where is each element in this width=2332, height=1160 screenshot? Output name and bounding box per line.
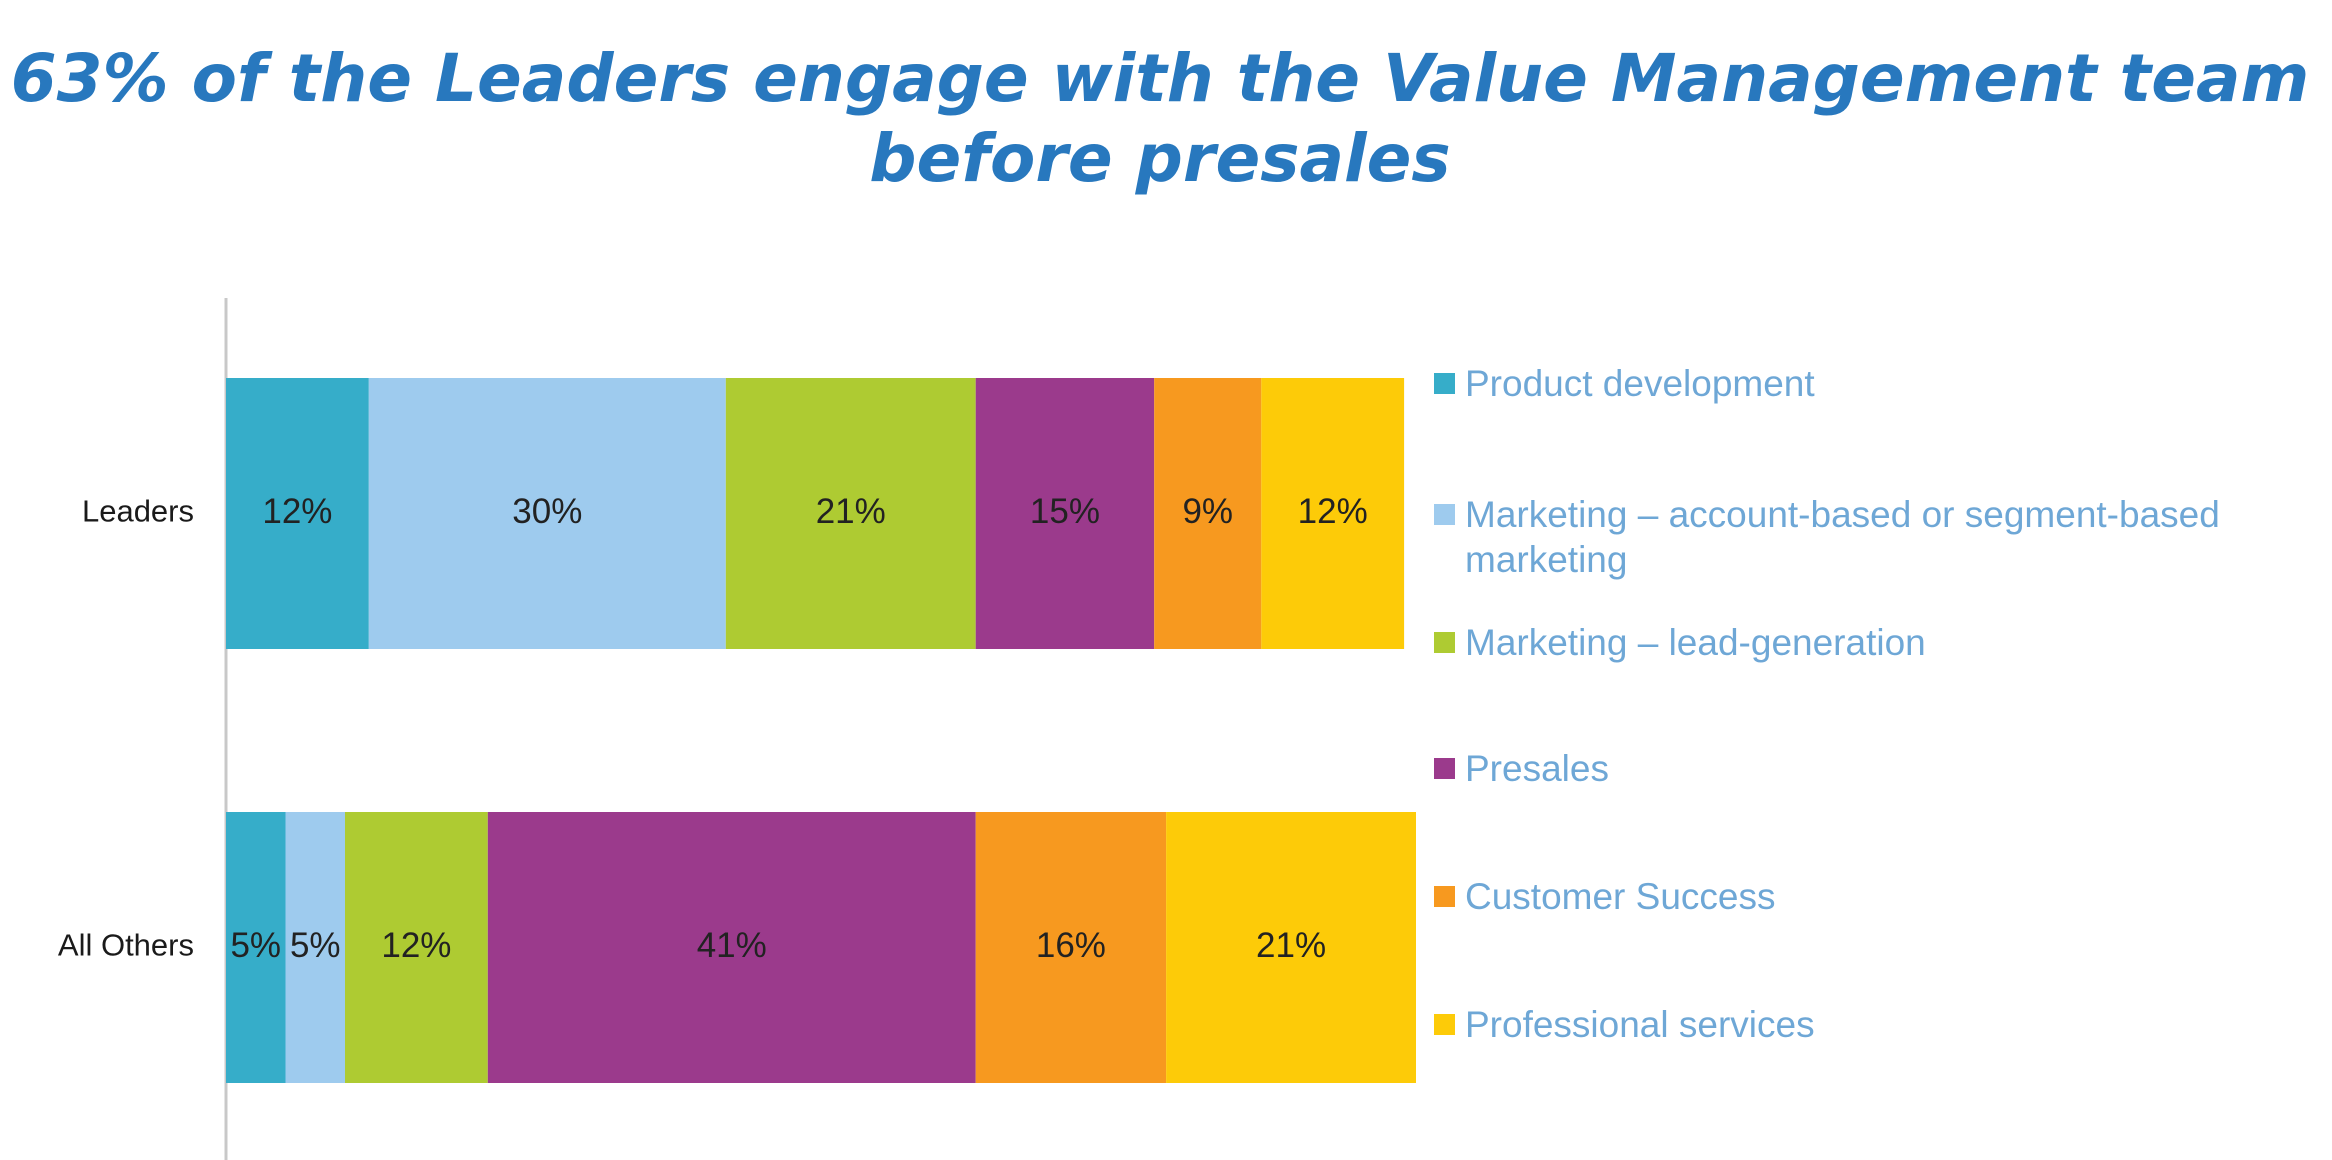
bar-segment bbox=[1154, 378, 1262, 649]
legend-label: Presales bbox=[1465, 748, 1609, 789]
legend-item: Marketing – account-based or segment-bas… bbox=[1434, 492, 2314, 582]
bar-segment bbox=[345, 812, 488, 1083]
bar-segment bbox=[1261, 378, 1405, 649]
legend-item: Professional services bbox=[1434, 1002, 2314, 1047]
value-label: 12% bbox=[381, 926, 451, 965]
legend-label: Marketing – lead-generation bbox=[1465, 622, 1926, 663]
legend-swatch bbox=[1434, 758, 1455, 779]
value-label: 21% bbox=[1256, 926, 1326, 965]
chart-title: 63% of the Leaders engage with the Value… bbox=[11, 40, 2310, 117]
legend-swatch bbox=[1434, 1014, 1455, 1035]
bar-segment bbox=[1166, 812, 1416, 1083]
bar-segment bbox=[226, 378, 369, 649]
value-label: 9% bbox=[1182, 492, 1233, 531]
bar-segment bbox=[285, 812, 345, 1083]
legend-item: Customer Success bbox=[1434, 874, 2314, 919]
value-label: 16% bbox=[1036, 926, 1106, 965]
legend-swatch bbox=[1434, 504, 1455, 525]
value-label: 5% bbox=[290, 926, 341, 965]
bar-segment bbox=[226, 812, 286, 1083]
chart-title: before presales bbox=[869, 120, 1450, 197]
legend-item: Presales bbox=[1434, 746, 2314, 791]
value-label: 21% bbox=[816, 492, 886, 531]
bar-segment bbox=[725, 378, 976, 649]
legend-label: Product development bbox=[1465, 363, 1815, 404]
legend-swatch bbox=[1434, 632, 1455, 653]
legend-item: Product development bbox=[1434, 361, 2314, 406]
bar-segment bbox=[975, 378, 1155, 649]
value-label: 30% bbox=[512, 492, 582, 531]
legend-item: Marketing – lead-generation bbox=[1434, 620, 2314, 665]
legend-swatch bbox=[1434, 886, 1455, 907]
legend-label: Professional services bbox=[1465, 1004, 1815, 1045]
value-label: 12% bbox=[262, 492, 332, 531]
category-label: All Others bbox=[58, 928, 194, 963]
bar-segment bbox=[487, 812, 976, 1083]
value-label: 41% bbox=[697, 926, 767, 965]
bar-segment bbox=[368, 378, 726, 649]
value-label: 5% bbox=[230, 926, 281, 965]
legend-label: Marketing – account-based or segment-bas… bbox=[1465, 494, 2220, 580]
value-label: 12% bbox=[1298, 492, 1368, 531]
category-label: Leaders bbox=[82, 494, 194, 529]
bar-segment bbox=[975, 812, 1167, 1083]
value-label: 15% bbox=[1030, 492, 1100, 531]
legend-swatch bbox=[1434, 373, 1455, 394]
legend-label: Customer Success bbox=[1465, 876, 1776, 917]
